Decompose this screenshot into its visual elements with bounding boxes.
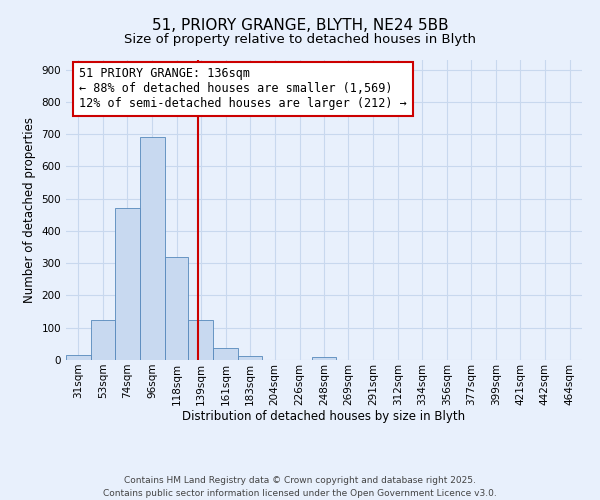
Text: Size of property relative to detached houses in Blyth: Size of property relative to detached ho…: [124, 32, 476, 46]
Bar: [115, 208, 140, 360]
Bar: [188, 320, 214, 360]
Text: 51, PRIORY GRANGE, BLYTH, NE24 5BB: 51, PRIORY GRANGE, BLYTH, NE24 5BB: [152, 18, 448, 32]
Bar: [164, 257, 188, 360]
Y-axis label: Number of detached properties: Number of detached properties: [23, 117, 36, 303]
Bar: [312, 358, 336, 360]
X-axis label: Distribution of detached houses by size in Blyth: Distribution of detached houses by size …: [182, 410, 466, 424]
Bar: [214, 348, 238, 360]
Bar: [66, 355, 91, 360]
Text: Contains HM Land Registry data © Crown copyright and database right 2025.
Contai: Contains HM Land Registry data © Crown c…: [103, 476, 497, 498]
Bar: [91, 320, 115, 360]
Bar: [140, 138, 164, 360]
Text: 51 PRIORY GRANGE: 136sqm
← 88% of detached houses are smaller (1,569)
12% of sem: 51 PRIORY GRANGE: 136sqm ← 88% of detach…: [79, 68, 407, 110]
Bar: [238, 356, 262, 360]
